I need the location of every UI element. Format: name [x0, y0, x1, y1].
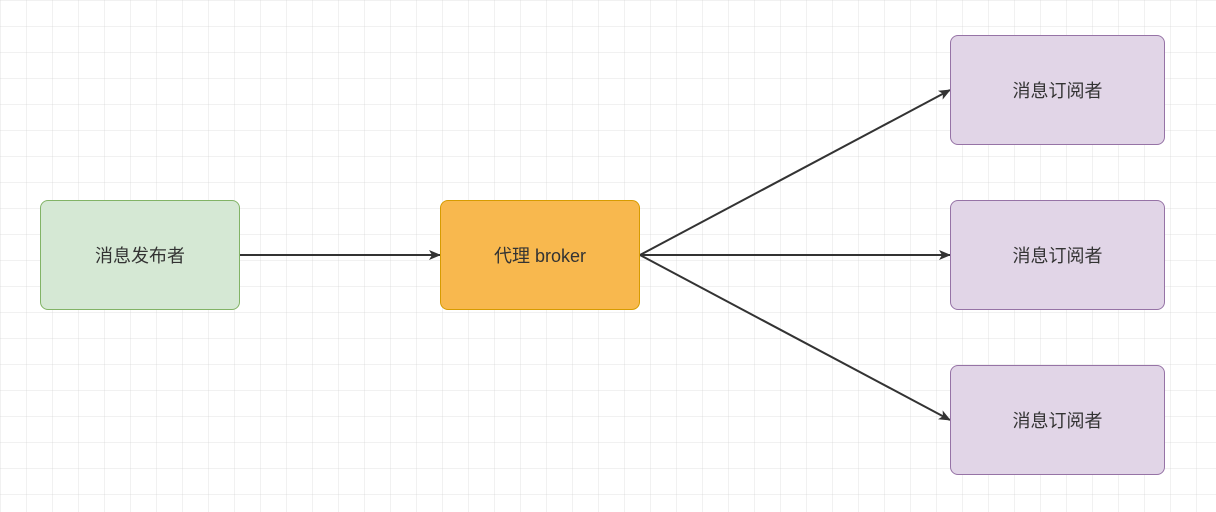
node-subscriber3: 消息订阅者	[950, 365, 1165, 475]
node-publisher: 消息发布者	[40, 200, 240, 310]
node-label: 消息订阅者	[1013, 77, 1103, 103]
node-label: 消息发布者	[95, 242, 185, 268]
node-label: 消息订阅者	[1013, 407, 1103, 433]
node-subscriber1: 消息订阅者	[950, 35, 1165, 145]
node-label: 消息订阅者	[1013, 242, 1103, 268]
node-label: 代理 broker	[494, 242, 586, 268]
node-broker: 代理 broker	[440, 200, 640, 310]
node-subscriber2: 消息订阅者	[950, 200, 1165, 310]
